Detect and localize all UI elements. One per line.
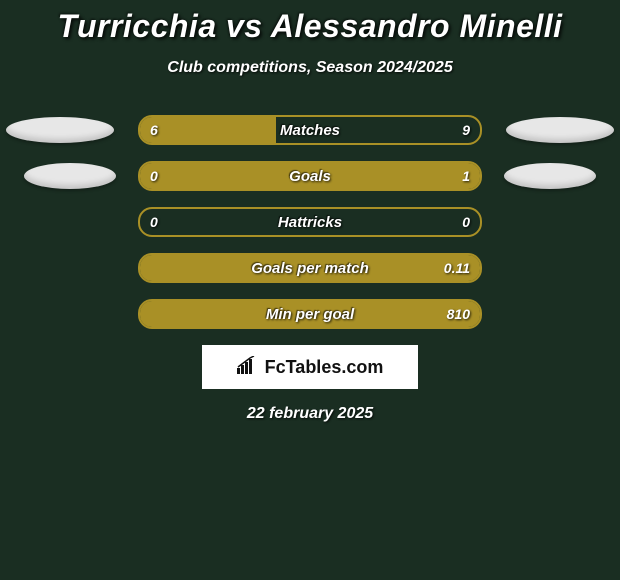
branding-box: FcTables.com (202, 345, 418, 389)
stat-value-right: 9 (462, 117, 470, 143)
player-photo-placeholder-right (504, 163, 596, 189)
stat-value-right: 0 (462, 209, 470, 235)
stat-row: Min per goal810 (0, 299, 620, 331)
player-photo-placeholder-left (6, 117, 114, 143)
stat-value-right: 0.11 (444, 255, 470, 281)
comparison-rows: 6Matches90Goals10Hattricks0Goals per mat… (0, 115, 620, 331)
stat-row: 0Hattricks0 (0, 207, 620, 239)
stat-bar: 0Hattricks0 (138, 207, 482, 237)
stat-label: Goals per match (140, 255, 480, 281)
stat-value-right: 1 (462, 163, 470, 189)
stat-row: 0Goals1 (0, 161, 620, 193)
stat-bar: 0Goals1 (138, 161, 482, 191)
stat-label: Min per goal (140, 301, 480, 327)
stat-label: Goals (140, 163, 480, 189)
stat-label: Matches (140, 117, 480, 143)
stat-bar: Goals per match0.11 (138, 253, 482, 283)
branding-text: FcTables.com (265, 357, 384, 378)
page-subtitle: Club competitions, Season 2024/2025 (0, 59, 620, 77)
stat-bar: Min per goal810 (138, 299, 482, 329)
chart-icon (237, 356, 259, 379)
stat-bar: 6Matches9 (138, 115, 482, 145)
player-photo-placeholder-right (506, 117, 614, 143)
stat-label: Hattricks (140, 209, 480, 235)
stat-row: 6Matches9 (0, 115, 620, 147)
page-title: Turricchia vs Alessandro Minelli (0, 0, 620, 45)
stat-value-right: 810 (447, 301, 470, 327)
player-photo-placeholder-left (24, 163, 116, 189)
stat-row: Goals per match0.11 (0, 253, 620, 285)
date-text: 22 february 2025 (0, 405, 620, 423)
